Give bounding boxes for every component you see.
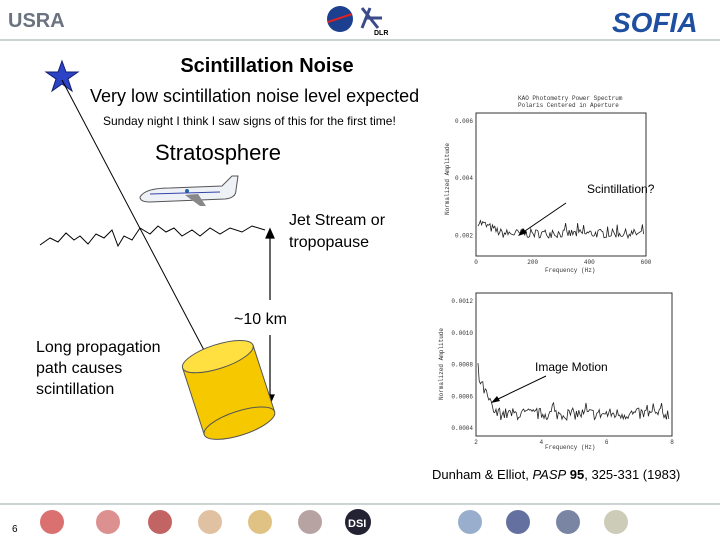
scintillation-callout: Scintillation? [587,182,655,196]
partner-logos [40,509,628,535]
dlr-logo [360,7,382,29]
plot-y-label: Normalized Amplitude [438,328,445,400]
plot-x-tick: 8 [670,439,674,446]
star [44,59,80,93]
propagation-label: scintillation [36,381,114,398]
citation-authors: Dunham & Elliot, [432,467,532,482]
jet-stream-label: tropopause [289,234,369,251]
power-spectrum-bottom: Normalized Amplitude Frequency (Hz) 0.00… [438,292,674,451]
plot-y-tick: 0.0006 [451,393,473,400]
callout-arrowhead [518,228,527,236]
height-arrow [265,227,275,406]
plot-y-tick: 0.0012 [451,298,473,305]
distance-label: ~10 km [234,311,287,328]
plot-x-tick: 6 [605,439,609,446]
citation: Dunham & Elliot, PASP 95, 325-331 (1983) [432,467,680,482]
plot-x-label: Frequency (Hz) [545,267,595,274]
telescope-cylinder [181,339,276,440]
jet-stream-label: Jet Stream or [289,212,386,229]
image-motion-callout: Image Motion [535,360,608,374]
subtitle: Very low scintillation noise level expec… [90,86,419,106]
citation-volume: 95 [570,467,584,482]
usra-logo: USRA [8,10,65,32]
plot-y-tick: 0.0008 [451,362,473,369]
callout-arrow [495,375,547,401]
note: Sunday night I think I saw signs of this… [103,114,396,128]
plot-x-tick: 4 [540,439,544,446]
callout-arrow [521,202,567,234]
plot-x-tick: 600 [641,259,652,266]
page-number: 6 [12,524,18,535]
callout-arrowhead [491,396,500,403]
plot-x-label: Frequency (Hz) [545,444,595,451]
plot-x-tick: 200 [527,259,538,266]
plot-title: KAO Photometry Power Spectrum [518,95,623,102]
citation-journal: PASP [532,467,566,482]
tropopause-line [39,225,266,248]
light-ray [61,79,227,393]
plot-x-tick: 400 [584,259,595,266]
plot-y-tick: 0.0004 [451,425,473,432]
propagation-label: path causes [36,360,122,377]
plot-x-tick: 0 [474,259,478,266]
plot-y-tick: 0.002 [455,232,473,239]
sofia-logo: SOFIA [612,7,698,38]
dsi-logo: DSI [348,518,366,530]
dlr-text: DLR [374,30,388,37]
plot-y-tick: 0.0010 [451,330,473,337]
noise-trace [477,363,670,421]
stratosphere-label: Stratosphere [155,140,281,165]
nasa-swoosh [327,13,353,23]
citation-pages: , 325-331 (1983) [584,467,680,482]
plot-y-tick: 0.004 [455,175,473,182]
slide-title: Scintillation Noise [180,55,353,77]
header-bar [0,0,720,40]
plot-x-tick: 2 [474,439,478,446]
plot-y-tick: 0.006 [455,118,473,125]
noise-trace [477,219,644,240]
power-spectrum-top: KAO Photometry Power Spectrum Polaris Ce… [444,95,652,274]
airplane [139,175,239,206]
plot-y-label: Normalized Amplitude [444,143,451,215]
plot-title: Polaris Centered in Aperture [518,102,619,109]
propagation-label: Long propagation [36,339,161,356]
